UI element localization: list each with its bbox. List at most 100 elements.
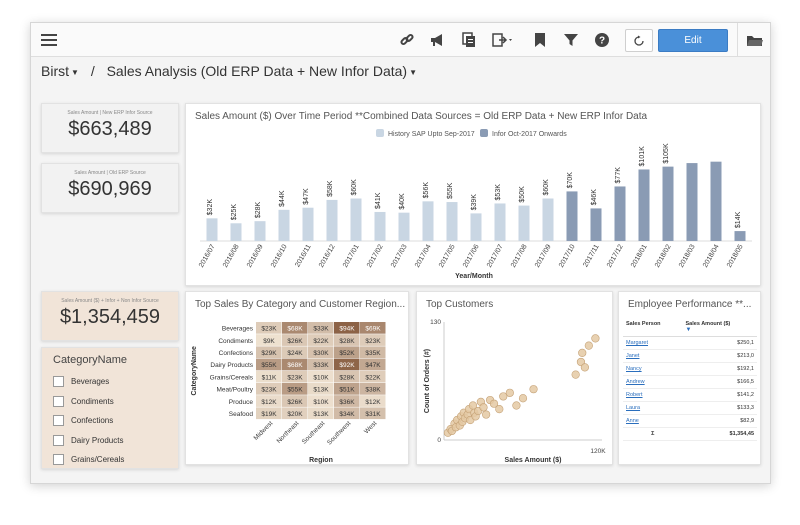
heatmap-cell[interactable]: [282, 407, 308, 420]
heatmap-cell[interactable]: [282, 346, 308, 359]
heatmap-cell[interactable]: [360, 407, 386, 420]
scatter-point[interactable]: [495, 405, 504, 414]
copy-document-icon[interactable]: [460, 31, 478, 49]
scatter-point[interactable]: [580, 363, 589, 372]
scatter-point[interactable]: [512, 401, 521, 410]
heatmap-cell[interactable]: [334, 370, 360, 383]
scatter-point[interactable]: [505, 388, 514, 397]
bar[interactable]: [710, 161, 722, 241]
bar[interactable]: [662, 166, 674, 241]
bar[interactable]: [374, 211, 386, 241]
heatmap-cell[interactable]: [360, 383, 386, 395]
breadcrumb-root[interactable]: Birst ▼: [41, 63, 79, 79]
bar[interactable]: [398, 212, 410, 241]
bar[interactable]: [566, 191, 578, 241]
heatmap-cell[interactable]: [334, 334, 360, 346]
megaphone-icon[interactable]: [429, 31, 447, 49]
heatmap-cell[interactable]: [282, 383, 308, 395]
heatmap-cell[interactable]: [282, 395, 308, 407]
scatter-point[interactable]: [479, 403, 488, 412]
heatmap-cell[interactable]: [256, 407, 282, 420]
scatter-point[interactable]: [482, 410, 491, 419]
bar[interactable]: [206, 218, 218, 241]
scatter-point[interactable]: [499, 392, 508, 401]
heatmap-cell[interactable]: [308, 358, 334, 371]
folder-icon[interactable]: [746, 31, 764, 49]
scatter-point[interactable]: [591, 334, 600, 343]
scatter-point[interactable]: [529, 385, 538, 394]
bar[interactable]: [638, 169, 650, 241]
bar[interactable]: [542, 198, 554, 242]
sales-person-link[interactable]: Robert: [626, 392, 643, 398]
checkbox[interactable]: [53, 375, 64, 387]
bar[interactable]: [494, 203, 506, 241]
bar[interactable]: [422, 201, 434, 241]
heatmap-cell[interactable]: [334, 346, 360, 359]
heatmap-cell[interactable]: [308, 407, 334, 420]
heatmap-cell[interactable]: [308, 334, 334, 346]
heatmap-cell[interactable]: [282, 322, 308, 334]
bar[interactable]: [230, 223, 242, 241]
filter-item-beverages[interactable]: Beverages: [53, 374, 109, 388]
filter-icon[interactable]: [562, 31, 580, 49]
filter-item-grains-cereals[interactable]: Grains/Cereals: [53, 452, 124, 466]
sales-person-link[interactable]: Laura: [626, 405, 641, 411]
bar[interactable]: [686, 163, 698, 241]
heatmap-cell[interactable]: [256, 370, 282, 383]
link-icon[interactable]: [398, 31, 416, 49]
heatmap-cell[interactable]: [334, 395, 360, 407]
scatter-point[interactable]: [518, 394, 528, 403]
scatter-point[interactable]: [489, 399, 499, 408]
sales-person-link[interactable]: Margaret: [626, 340, 649, 346]
refresh-button[interactable]: [625, 29, 653, 52]
heatmap-cell[interactable]: [308, 370, 334, 383]
help-icon[interactable]: ?: [593, 31, 611, 49]
sort-descending-icon[interactable]: ▼: [685, 327, 692, 333]
heatmap-cell[interactable]: [360, 346, 386, 359]
sales-person-link[interactable]: Anne: [626, 418, 639, 424]
heatmap-cell[interactable]: [256, 358, 282, 371]
heatmap-cell[interactable]: [360, 334, 386, 346]
bar[interactable]: [614, 186, 626, 241]
edit-button[interactable]: Edit: [658, 29, 728, 52]
bookmark-icon[interactable]: [531, 31, 549, 49]
filter-item-condiments[interactable]: Condiments: [53, 394, 114, 408]
heatmap-cell[interactable]: [308, 383, 334, 395]
checkbox[interactable]: [53, 453, 64, 465]
sales-person-link[interactable]: Andrew: [626, 379, 645, 385]
breadcrumb-page[interactable]: Sales Analysis (Old ERP Data + New Infor…: [107, 63, 417, 79]
hamburger-menu-icon[interactable]: [40, 31, 58, 49]
scatter-point[interactable]: [571, 370, 580, 379]
bar[interactable]: [590, 208, 602, 241]
column-header-sales-amount[interactable]: Sales Amount ($) ▼: [682, 318, 757, 337]
heatmap-cell[interactable]: [256, 395, 282, 407]
sales-person-link[interactable]: Janet: [626, 353, 640, 359]
bar[interactable]: [518, 205, 530, 241]
heatmap-cell[interactable]: [360, 370, 386, 383]
bar[interactable]: [470, 213, 482, 241]
heatmap-cell[interactable]: [334, 407, 360, 420]
filter-item-confections[interactable]: Confections: [53, 413, 113, 427]
heatmap-cell[interactable]: [308, 395, 334, 407]
bar[interactable]: [350, 198, 362, 242]
heatmap-cell[interactable]: [308, 346, 334, 359]
heatmap-cell[interactable]: [308, 322, 334, 334]
heatmap-cell[interactable]: [360, 322, 386, 334]
bar[interactable]: [734, 231, 746, 241]
scatter-point[interactable]: [584, 341, 593, 350]
checkbox[interactable]: [53, 434, 64, 446]
bar[interactable]: [302, 207, 314, 241]
heatmap-cell[interactable]: [282, 370, 308, 383]
sales-person-link[interactable]: Nancy: [626, 366, 642, 372]
bar[interactable]: [446, 202, 458, 241]
heatmap-cell[interactable]: [334, 358, 360, 371]
column-header-sales-person[interactable]: Sales Person: [623, 318, 683, 337]
checkbox[interactable]: [53, 395, 64, 407]
heatmap-cell[interactable]: [334, 322, 360, 334]
export-icon[interactable]: [491, 31, 515, 49]
heatmap-cell[interactable]: [282, 358, 308, 371]
heatmap-cell[interactable]: [256, 346, 282, 359]
bar[interactable]: [254, 221, 266, 241]
heatmap-cell[interactable]: [256, 334, 282, 346]
heatmap-cell[interactable]: [360, 395, 386, 407]
